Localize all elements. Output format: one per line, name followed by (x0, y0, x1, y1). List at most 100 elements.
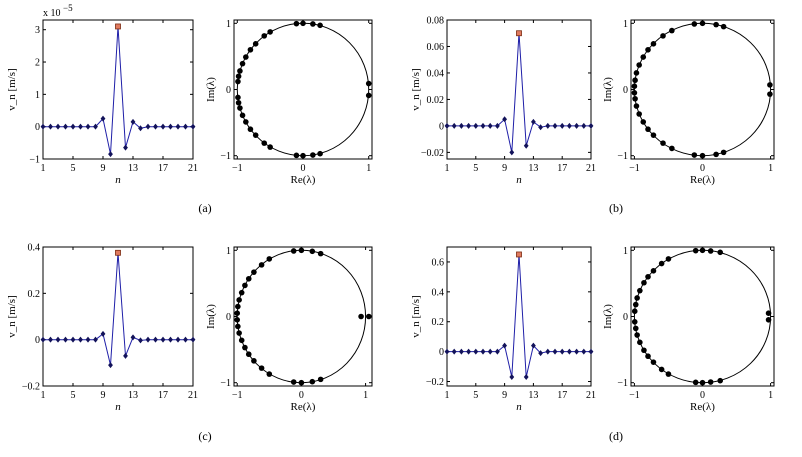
data-point (459, 348, 464, 355)
eigenvalue-plot: −1 0 1 −1 0 1 Re(λ) Im(λ) (602, 246, 775, 413)
x-tick-label: 5 (71, 390, 76, 401)
panel-caption: (c) (198, 429, 211, 443)
eigenvalue-point (692, 247, 699, 254)
data-point (70, 336, 76, 343)
panel-c: 1 5 9 13 17 21 −0.2 0 0.2 0.4 n v_n [m/s] −1 0 1 −1 0 1 Re… (6, 243, 373, 443)
y-tick-label: 0 (35, 335, 40, 346)
data-point (581, 122, 587, 129)
data-point (100, 330, 106, 337)
axes-frame (446, 19, 592, 160)
eigenvalue-point (236, 330, 242, 336)
eigenvalue-point (239, 112, 246, 119)
eigenvalue-point (258, 262, 265, 268)
eigenvalue-point (634, 332, 640, 338)
eigenvalue-point (365, 92, 372, 99)
x-tick-label: −1 (232, 390, 243, 401)
eigenvalue-point (245, 351, 252, 358)
eigenvalue-point (238, 337, 245, 344)
data-point (153, 336, 158, 343)
highlight-point (115, 23, 121, 30)
y-tick-label: 1 (623, 19, 628, 30)
eigenvalue-point (650, 41, 657, 47)
x-axis-label: n (115, 401, 121, 413)
x-tick-label: 17 (158, 390, 168, 401)
y-tick-label: 0.04 (427, 68, 445, 79)
x-axis-label: Re(λ) (291, 174, 316, 186)
data-point (123, 352, 128, 359)
x-tick-label: 5 (71, 163, 76, 174)
eigenvalue-point (713, 151, 719, 158)
data-point (190, 123, 196, 130)
eigenvalue-point (633, 103, 640, 109)
eigenvalue-point (358, 313, 364, 320)
eigenvalue-point (258, 365, 265, 371)
eigenvalue-point (641, 347, 647, 354)
eigenvalue-point (300, 152, 306, 159)
data-point (40, 123, 46, 130)
eigenvalue-point (631, 90, 638, 96)
data-point (130, 118, 136, 125)
y-axis-label: v_n [m/s] (6, 295, 18, 337)
data-point (531, 342, 536, 349)
eigenvalue-point (317, 22, 323, 29)
highlight-point (516, 30, 522, 37)
data-point (552, 348, 558, 355)
eigenvalue-point (234, 317, 241, 323)
eigenvalue-point (317, 150, 323, 157)
data-point (523, 374, 529, 381)
eigenvalue-point (641, 279, 647, 286)
eigenvalue-point (640, 54, 647, 60)
axes-frame (446, 246, 592, 387)
panel-caption: (d) (609, 429, 623, 443)
eigenvalue-point (767, 91, 773, 97)
eigenvalue-point (645, 46, 651, 53)
eigenvalue-point (235, 78, 241, 85)
series-line (43, 252, 193, 366)
x-axis-label: n (516, 174, 522, 186)
data-point (574, 348, 579, 355)
velocity-plot: 1 5 9 13 17 21 −0.2 0 0.2 0.4 0.6 n v_n [m/s] (410, 246, 596, 413)
y-tick-label: −1 (617, 151, 628, 162)
eigenvalue-point (365, 80, 372, 87)
x-tick-label: −1 (629, 390, 640, 401)
y-tick-label: −0.2 (426, 377, 444, 388)
data-point (466, 348, 471, 355)
velocity-plot: 1 5 9 13 17 21 −1 0 1 2 3 n v_n [m/s] x 10 −5 (6, 3, 198, 186)
axes-frame (630, 19, 775, 160)
x-tick-label: 5 (473, 163, 478, 174)
eigenvalue-point (251, 269, 257, 275)
y-tick-label: 0 (226, 85, 231, 96)
x-tick-label: 1 (41, 390, 46, 401)
x-axis-label: n (516, 401, 522, 413)
data-point (538, 124, 543, 131)
data-point (559, 122, 565, 129)
axes-frame (630, 246, 775, 387)
x-tick-label: 1 (445, 163, 450, 174)
eigenvalue-point (267, 144, 273, 150)
data-point (160, 123, 166, 130)
eigenvalue-point (665, 371, 672, 377)
y-tick-label: −0.2 (22, 382, 40, 393)
y-axis-label: Im(λ) (602, 304, 614, 329)
eigenvalue-point (293, 152, 300, 159)
y-tick-label: −1 (220, 378, 231, 389)
data-point (130, 334, 136, 341)
eigenvalue-point (650, 268, 657, 274)
x-tick-label: 0 (700, 390, 705, 401)
eigenvalue-point (237, 105, 243, 111)
data-point (40, 336, 46, 343)
data-point (145, 123, 151, 130)
x-tick-label: 5 (473, 390, 478, 401)
y-axis-label: v_n [m/s] (410, 68, 422, 110)
eigenvalue-point (633, 70, 640, 76)
x-tick-label: 13 (128, 163, 138, 174)
eigenvalue-point (317, 376, 324, 383)
data-point (509, 374, 515, 381)
data-point (145, 336, 151, 343)
eigenvalue-point (699, 247, 706, 254)
eigenvalue-point (699, 20, 706, 27)
eigenvalue-point (658, 366, 665, 373)
data-point (168, 123, 173, 130)
eigenvalue-point (310, 21, 316, 27)
